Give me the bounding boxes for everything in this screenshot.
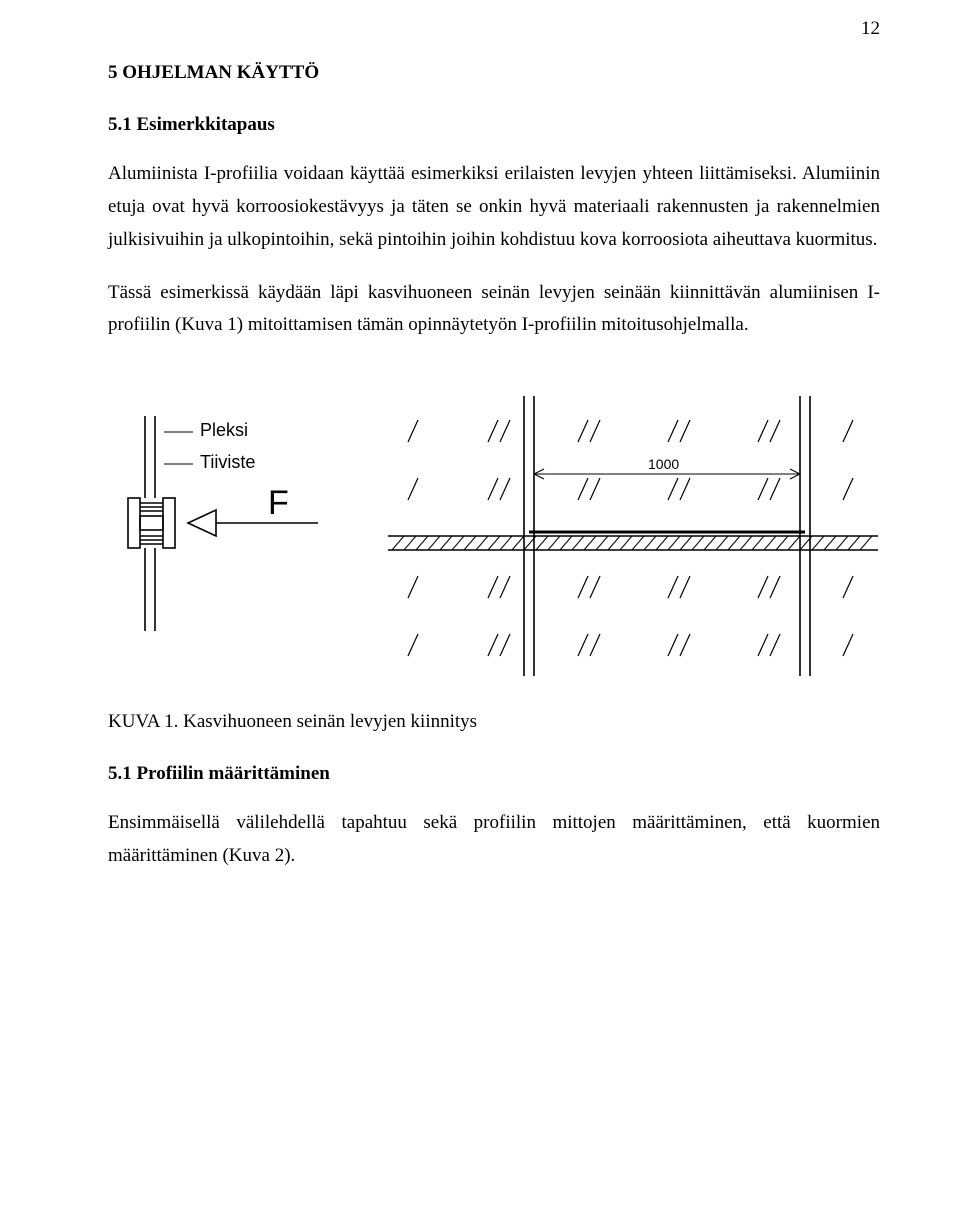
heading-main: 5 OHJELMAN KÄYTTÖ [108,62,880,84]
paragraph-1: Alumiinista I-profiilia voidaan käyttää … [108,158,880,257]
paragraph-2: Tässä esimerkissä käydään läpi kasvihuon… [108,277,880,343]
figure-1: Pleksi Tiiviste F [108,376,880,681]
page: 12 5 OHJELMAN KÄYTTÖ 5.1 Esimerkkitapaus… [0,0,960,1210]
figure-svg: Pleksi Tiiviste F [108,376,878,676]
label-tiiviste: Tiiviste [200,452,255,472]
label-force: F [268,484,289,522]
figure-caption: KUVA 1. Kasvihuoneen seinän levyjen kiin… [108,711,880,733]
page-number: 12 [861,18,880,40]
heading-sub-2: 5.1 Profiilin määrittäminen [108,763,880,785]
paragraph-3: Ensimmäisellä välilehdellä tapahtuu sekä… [108,807,880,873]
heading-sub-1: 5.1 Esimerkkitapaus [108,114,880,136]
label-dimension: 1000 [648,456,679,472]
label-pleksi: Pleksi [200,420,248,440]
